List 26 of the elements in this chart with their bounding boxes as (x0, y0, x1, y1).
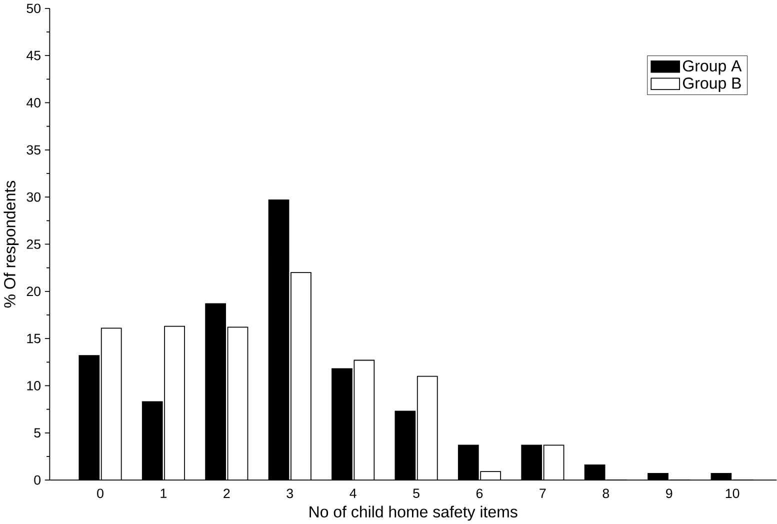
y-tick-label: 45 (26, 50, 40, 60)
y-tick-label: 0 (34, 475, 41, 485)
y-axis-title: % Of respondents (4, 180, 19, 308)
y-tick-label: 5 (34, 428, 40, 438)
y-tick-label: 35 (26, 145, 40, 154)
x-tick-label: 4 (350, 488, 356, 498)
x-tick-label: 0 (97, 488, 104, 498)
y-tick-label: 40 (26, 98, 41, 108)
y-tick-label: 20 (26, 286, 41, 296)
y-tick-label: 30 (26, 192, 41, 202)
y-tick-label: 15 (27, 334, 40, 344)
x-tick-label: 1 (160, 488, 167, 498)
x-tick-label: 3 (286, 488, 293, 498)
y-tick-label: 25 (26, 239, 40, 249)
y-tick-label: 10 (27, 380, 41, 390)
legend-label: Group A (683, 60, 742, 75)
y-tick-label: 50 (26, 4, 41, 13)
x-tick-label: 2 (224, 488, 230, 498)
x-axis-title: No of child home safety items (310, 506, 518, 520)
x-tick-label: 8 (602, 488, 610, 498)
x-tick-label: 5 (413, 488, 420, 498)
x-tick-label: 10 (726, 488, 740, 498)
legend-label: Group B (683, 77, 741, 92)
x-tick-label: 6 (476, 488, 483, 498)
x-tick-label: 7 (540, 488, 546, 498)
x-tick-label: 9 (666, 488, 672, 498)
